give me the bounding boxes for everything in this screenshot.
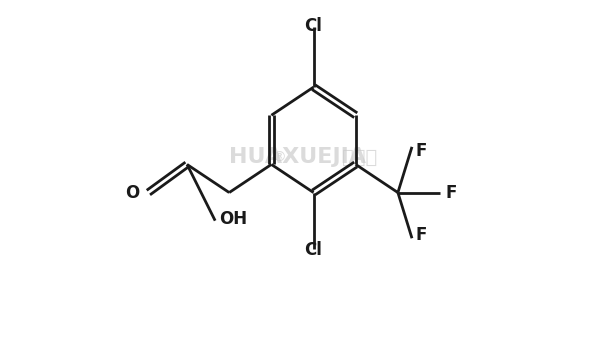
- Text: F: F: [445, 183, 456, 202]
- Text: O: O: [125, 183, 140, 202]
- Text: Cl: Cl: [305, 17, 322, 35]
- Text: Cl: Cl: [305, 241, 322, 259]
- Text: OH: OH: [219, 210, 247, 228]
- Text: F: F: [416, 226, 427, 243]
- Text: ®: ®: [229, 150, 287, 165]
- Text: 化学加: 化学加: [341, 148, 377, 167]
- Text: HUAXUEJIA: HUAXUEJIA: [229, 147, 366, 167]
- Text: F: F: [416, 142, 427, 160]
